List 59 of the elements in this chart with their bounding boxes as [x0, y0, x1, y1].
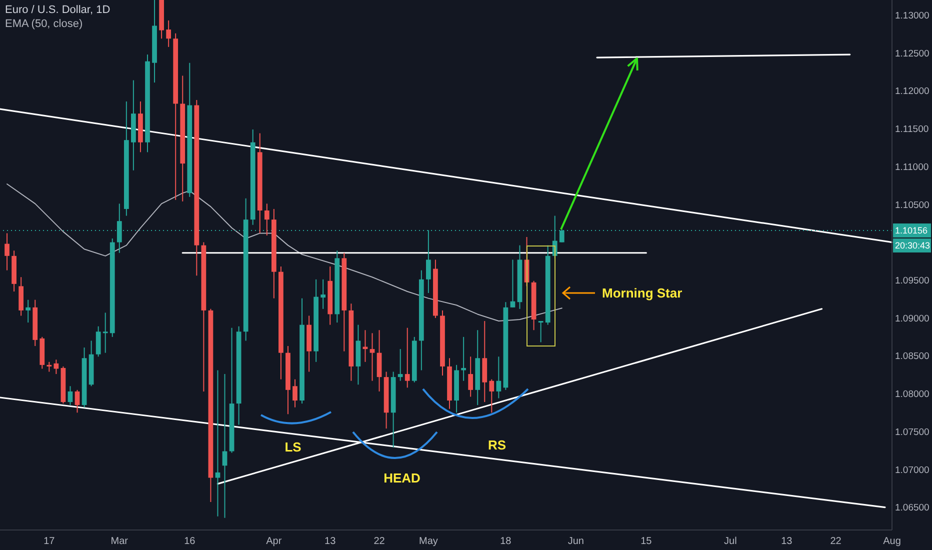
candlestick	[510, 259, 516, 308]
chart-title: Euro / U.S. Dollar, 1D	[5, 4, 110, 16]
text: EMA (50, close)	[5, 18, 83, 30]
x-tick-label: 18	[500, 536, 512, 548]
candlestick	[166, 20, 172, 48]
candlestick	[222, 374, 228, 518]
candlestick	[215, 370, 220, 517]
x-tick-label: Jul	[724, 536, 737, 548]
annotation: Morning Star	[602, 286, 682, 300]
text: 20:30:43	[895, 240, 930, 250]
candlestick	[4, 232, 10, 271]
candlestick	[102, 312, 108, 354]
y-tick-label: 1.11500	[895, 124, 929, 136]
candlestick	[46, 361, 52, 372]
y-tick-label: 1.11000	[895, 162, 929, 173]
y-tick-label: 1.12500	[895, 48, 930, 60]
y-tick-label: 1.10500	[895, 200, 930, 211]
x-tick-label: 13	[324, 536, 336, 548]
candlestick	[292, 378, 298, 408]
y-tick-label: 1.08000	[895, 389, 930, 400]
x-tick-label: 17	[44, 536, 56, 548]
x-tick-label: 16	[184, 536, 196, 548]
x-tick-label: 13	[781, 536, 793, 548]
candlestick	[461, 336, 466, 382]
annotation: HEAD	[384, 470, 420, 486]
line-series	[6, 183, 562, 322]
candlestick	[398, 348, 403, 382]
candlestick	[468, 356, 474, 398]
candlestick	[96, 326, 101, 358]
candlestick	[264, 203, 270, 236]
candlestick	[496, 356, 502, 399]
candlestick	[54, 359, 59, 375]
candlestick	[26, 299, 31, 324]
x-tick-label: May	[418, 536, 438, 548]
x-tick-label: Jun	[568, 536, 584, 548]
x-tick-label: 15	[640, 536, 652, 548]
candlestick	[489, 378, 494, 414]
candlestick	[74, 389, 80, 414]
candlestick	[404, 327, 410, 388]
y-tick-label: 1.12000	[895, 86, 930, 98]
y-tick-label: 1.13000	[895, 10, 930, 22]
y-tick-label: 1.09000	[895, 313, 930, 324]
x-tick-label: 22	[830, 536, 842, 548]
y-tick-label: 1.06500	[895, 502, 930, 514]
candlestick	[68, 386, 73, 406]
y-tick-label: 1.07500	[895, 426, 930, 438]
candlestick	[370, 332, 375, 382]
y-tick-label: 1.08500	[895, 351, 930, 362]
x-tick-label: Aug	[883, 536, 901, 548]
candlestick	[320, 278, 326, 310]
x-tick-label: Apr	[266, 536, 282, 548]
y-tick-label: 1.07000	[895, 464, 930, 476]
candlestick	[538, 320, 544, 343]
x-tick-label: Mar	[110, 536, 129, 548]
x-tick-label: 22	[374, 536, 386, 548]
annotation: LS	[284, 440, 302, 454]
y-tick-label: 1.09500	[895, 276, 930, 287]
ref-line-label: 1.10156	[895, 225, 928, 236]
annotation: RS	[488, 438, 506, 452]
